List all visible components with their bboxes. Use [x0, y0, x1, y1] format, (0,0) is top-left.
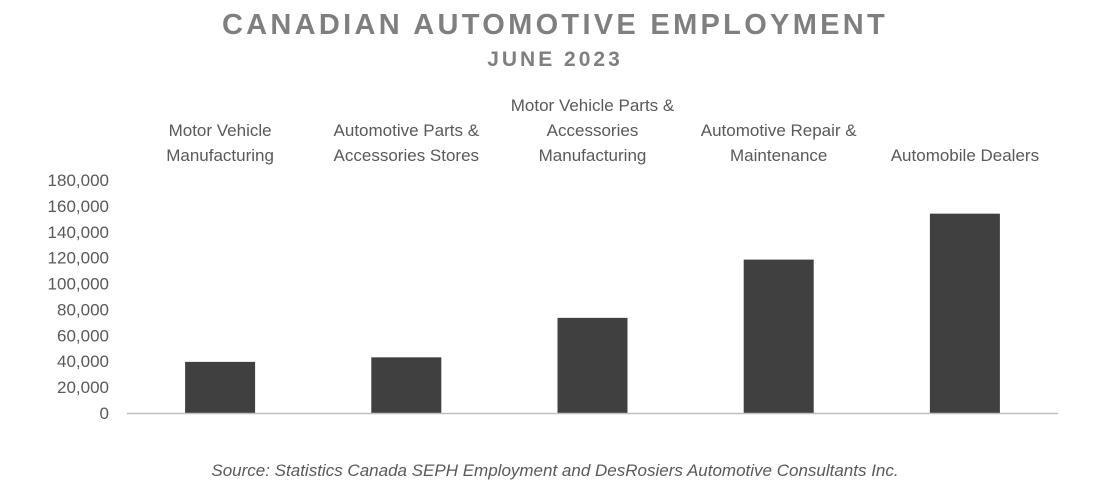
- y-tick-label: 120,000: [48, 249, 109, 268]
- y-tick-label: 140,000: [48, 223, 109, 242]
- category-label-line: Manufacturing: [166, 146, 274, 165]
- y-axis: 0 20,000 40,000 60,000 80,000 100,000 120,000 1…: [48, 171, 109, 423]
- chart-subtitle: JUNE 2023: [487, 48, 623, 71]
- y-tick-label: 180,000: [48, 171, 109, 190]
- y-tick-label: 60,000: [57, 326, 109, 345]
- bars: [185, 213, 1000, 413]
- category-label-line: Automotive Repair &: [701, 121, 858, 140]
- bar: [743, 259, 814, 413]
- y-tick-label: 40,000: [57, 352, 109, 371]
- bar: [557, 317, 628, 413]
- category-label: Motor Vehicle Manufacturing: [166, 121, 274, 165]
- y-tick-label: 0: [100, 404, 109, 423]
- category-label-line: Automobile Dealers: [891, 146, 1039, 165]
- y-tick-label: 100,000: [48, 275, 109, 294]
- category-label: Automotive Repair & Maintenance: [701, 121, 858, 165]
- category-label-line: Manufacturing: [539, 146, 647, 165]
- category-label-line: Accessories: [547, 121, 639, 140]
- source-note: Source: Statistics Canada SEPH Employmen…: [211, 461, 899, 480]
- category-label-line: Motor Vehicle Parts &: [511, 96, 675, 115]
- category-label: Motor Vehicle Parts & Accessories Manufact…: [511, 96, 675, 165]
- category-labels: Motor Vehicle Manufacturing Automotive Par…: [166, 96, 1039, 165]
- y-tick-label: 160,000: [48, 197, 109, 216]
- category-label-line: Motor Vehicle: [169, 121, 272, 140]
- bar: [371, 357, 442, 413]
- category-label-line: Automotive Parts &: [334, 121, 480, 140]
- category-label-line: Accessories Stores: [334, 146, 480, 165]
- category-label-line: Maintenance: [730, 146, 827, 165]
- category-label: Automotive Parts & Accessories Stores: [334, 121, 480, 165]
- bar: [185, 361, 256, 413]
- category-label: Automobile Dealers: [891, 146, 1039, 165]
- y-tick-label: 20,000: [57, 378, 109, 397]
- y-tick-label: 80,000: [57, 300, 109, 319]
- chart-title: CANADIAN AUTOMOTIVE EMPLOYMENT: [221, 9, 889, 41]
- bar: [929, 213, 1000, 413]
